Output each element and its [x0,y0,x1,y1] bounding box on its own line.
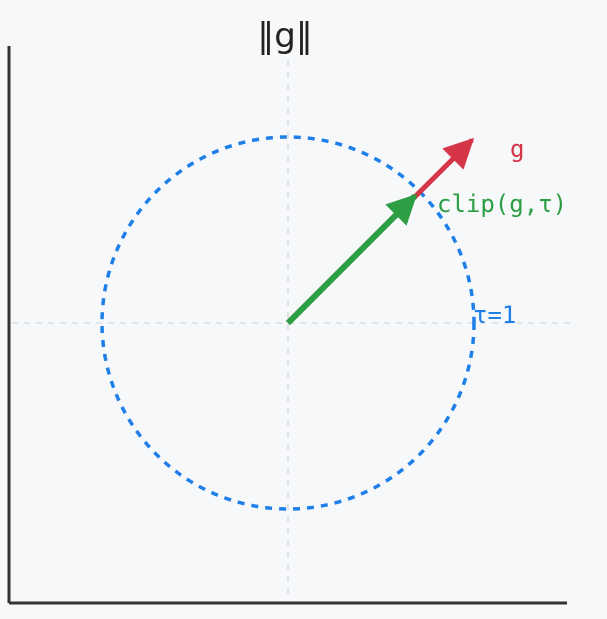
gradient-label: g [510,135,524,163]
threshold-label: τ=1 [473,301,516,329]
diagram-title: ‖g‖ [257,16,313,56]
clipped-vector-arrow [285,193,418,326]
clipped-gradient-label: clip(g,τ) [437,190,567,218]
clip-threshold-circle [100,135,476,511]
